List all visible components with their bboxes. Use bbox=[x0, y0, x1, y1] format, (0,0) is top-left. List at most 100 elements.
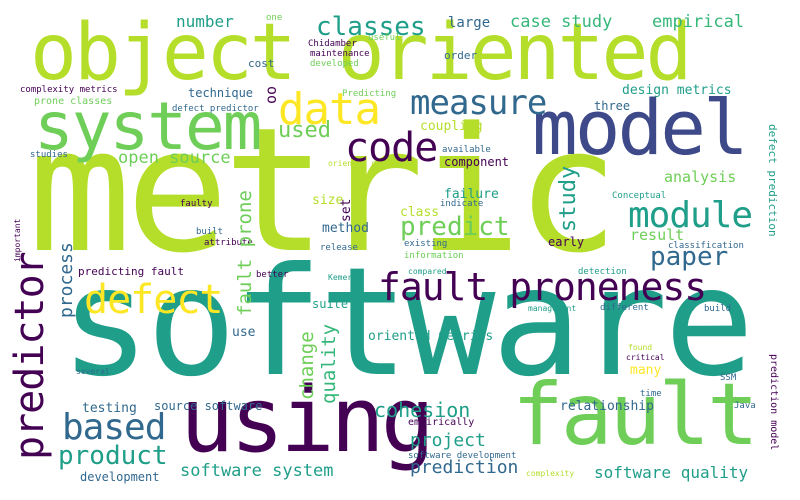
word-size: size bbox=[312, 193, 344, 208]
word-quality: quality bbox=[318, 323, 340, 404]
word-empirical: empirical bbox=[652, 12, 745, 32]
word-measure: measure bbox=[410, 83, 547, 123]
word-java: Java bbox=[734, 401, 756, 411]
word-coupling: coupling bbox=[420, 119, 483, 134]
word-using: using bbox=[180, 368, 435, 473]
word-relationship: relationship bbox=[560, 399, 654, 414]
word-cost: cost bbox=[248, 57, 275, 70]
word-class: class bbox=[400, 205, 440, 220]
word-model: model bbox=[532, 83, 749, 172]
word-oriented-design: oriented design bbox=[328, 159, 401, 168]
word-attribute: attribute bbox=[204, 238, 253, 248]
word-existing: existing bbox=[404, 239, 448, 249]
word-three: three bbox=[594, 99, 631, 113]
word-paper: paper bbox=[650, 242, 729, 272]
word-use: use bbox=[232, 325, 256, 340]
word-module: module bbox=[628, 195, 753, 236]
word-early: early bbox=[548, 235, 585, 249]
word-predictor: predictor bbox=[7, 252, 53, 460]
word-failure: failure bbox=[444, 187, 499, 202]
word-software: software bbox=[60, 236, 754, 410]
word-prone-classes: prone classes bbox=[34, 96, 113, 107]
word-complexity: complexity bbox=[526, 469, 575, 478]
word-defect-predictor: defect predictor bbox=[172, 104, 259, 114]
word-found: found bbox=[628, 343, 653, 352]
word-several: several bbox=[76, 367, 110, 376]
word-information: information bbox=[404, 251, 464, 261]
word-method: method bbox=[322, 221, 369, 236]
word-available: available bbox=[442, 145, 491, 155]
word-object-oriented: object oriented bbox=[30, 8, 692, 98]
word-change: change bbox=[296, 331, 318, 400]
word-technique: technique bbox=[188, 86, 254, 100]
word-suite: suite bbox=[312, 297, 349, 311]
word-developed: developed bbox=[310, 59, 359, 69]
word-fault-proneness: fault proneness bbox=[378, 265, 707, 309]
word-release: release bbox=[320, 243, 358, 253]
word-predicting-fault: predicting fault bbox=[78, 265, 184, 278]
word-detection: detection bbox=[578, 267, 627, 277]
word-software-system: software system bbox=[180, 461, 334, 481]
word-conceptual: Conceptual bbox=[612, 191, 667, 201]
word-prediction-model: prediction model bbox=[768, 354, 779, 451]
word-case-study: case study bbox=[510, 12, 613, 32]
word-component: component bbox=[444, 155, 510, 169]
word-code: code bbox=[345, 125, 438, 171]
word-prediction: prediction bbox=[410, 457, 519, 478]
word-faulty: faulty bbox=[180, 199, 213, 209]
word-classes: classes bbox=[316, 12, 426, 42]
word-fault-prone: fault prone bbox=[234, 190, 256, 316]
word-system: system bbox=[34, 88, 262, 165]
word-cohesion: cohesion bbox=[374, 398, 471, 422]
word-used: used bbox=[278, 118, 331, 143]
word-chidamber: Chidamber bbox=[308, 39, 357, 49]
word-built: built bbox=[196, 227, 224, 237]
word-defect: defect bbox=[84, 277, 223, 323]
word-metric: metric bbox=[28, 90, 619, 291]
word-important: important bbox=[13, 218, 22, 262]
word-predicting: Predicting bbox=[342, 89, 397, 99]
word-defect-prediction: defect prediction bbox=[766, 124, 779, 237]
word-classification: classification bbox=[668, 241, 744, 251]
word-analysis: analysis bbox=[664, 168, 737, 186]
word-kemerer: Kemerer bbox=[328, 273, 362, 282]
word-one: one bbox=[266, 13, 283, 23]
word-build: build bbox=[704, 304, 732, 314]
word-testing: testing bbox=[82, 401, 137, 416]
word-project: project bbox=[410, 430, 486, 451]
word-based: based bbox=[62, 407, 166, 448]
word-better: better bbox=[256, 270, 289, 280]
word-data: data bbox=[278, 84, 381, 135]
word-compared: compared bbox=[408, 267, 447, 276]
word-product: product bbox=[58, 441, 168, 471]
word-different: different bbox=[600, 303, 649, 313]
word-many: many bbox=[630, 363, 662, 378]
word-result: result bbox=[630, 226, 685, 244]
word-studies: studies bbox=[30, 150, 68, 160]
word-open-source: open source bbox=[118, 148, 231, 168]
word-large: large bbox=[448, 15, 491, 31]
word-oriented-metrics: oriented metrics bbox=[368, 329, 494, 344]
word-set: set bbox=[339, 198, 354, 222]
word-critical: critical bbox=[626, 353, 665, 362]
word-time: time bbox=[640, 389, 662, 399]
word-complexity-metrics: complexity metrics bbox=[20, 85, 118, 95]
word-empirically: empirically bbox=[408, 417, 475, 428]
word-study: study bbox=[556, 165, 581, 232]
word-development: development bbox=[80, 470, 160, 484]
word-process: process bbox=[56, 242, 77, 318]
word-fault: fault bbox=[512, 365, 759, 465]
word-order: order bbox=[444, 49, 478, 62]
word-ssm: SSM bbox=[720, 373, 737, 383]
word-predict: predict bbox=[400, 212, 510, 242]
word-number: number bbox=[176, 12, 234, 31]
word-management: management bbox=[528, 304, 577, 313]
word-software-development: software development bbox=[408, 451, 517, 461]
word-software-quality: software quality bbox=[594, 463, 749, 482]
word-design-metrics: design metrics bbox=[622, 83, 732, 98]
word-indicate: indicate bbox=[440, 199, 484, 209]
word-maintenance: maintenance bbox=[310, 49, 370, 59]
word-oo: oo bbox=[262, 85, 280, 104]
word-useful: useful bbox=[368, 33, 401, 43]
